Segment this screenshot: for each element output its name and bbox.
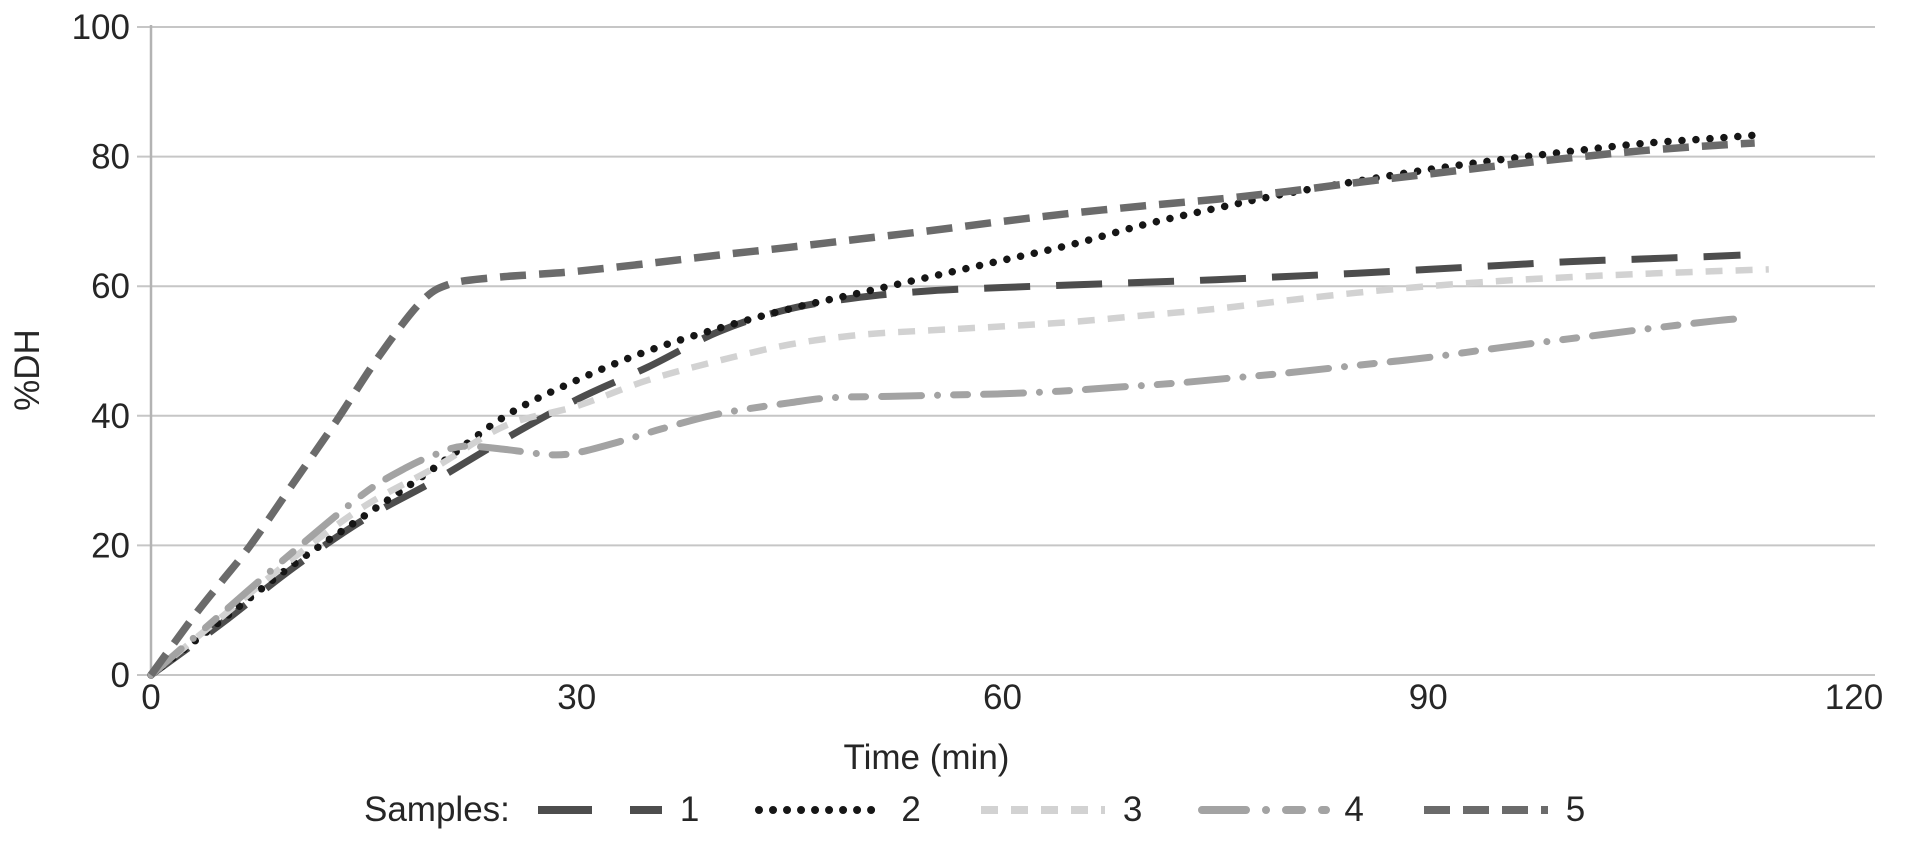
chart-legend: Samples: 1 2 3 4 5	[364, 790, 1641, 830]
legend-series-label: 4	[1344, 790, 1364, 829]
legend-series-label: 2	[901, 790, 921, 829]
series-line-4	[147, 315, 1744, 679]
y-tick-label-40: 40	[91, 397, 130, 436]
legend-swatch-long-dash	[537, 806, 662, 814]
legend-item-5: 5	[1420, 790, 1585, 830]
series-line-1	[148, 251, 1741, 678]
y-tick-label-60: 60	[91, 267, 130, 306]
y-tick-label-20: 20	[91, 526, 130, 565]
x-tick-label-30: 30	[557, 678, 596, 717]
legend-swatch-dash-dot-dash	[1198, 806, 1331, 814]
x-axis-title: Time (min)	[843, 738, 1010, 777]
series-line-3	[148, 266, 1769, 678]
legend-series-label: 5	[1565, 790, 1586, 829]
legend-item-3: 3	[977, 790, 1142, 830]
x-tick-label-90: 90	[1409, 678, 1448, 717]
x-tick-label-0: 0	[141, 678, 160, 717]
legend-title: Samples:	[364, 790, 510, 829]
series-line-2	[147, 131, 1759, 679]
legend-swatch-short-dash	[980, 806, 1105, 814]
y-tick-label-80: 80	[91, 138, 130, 177]
legend-item-1: 1	[534, 790, 699, 830]
legend-swatch-medium-dash	[1423, 806, 1548, 814]
legend-swatch-dotted	[755, 806, 888, 814]
y-axis-title: %DH	[8, 329, 47, 411]
series-line-5	[147, 139, 1755, 678]
legend-series-label: 1	[679, 790, 700, 829]
legend-series-label: 3	[1122, 790, 1143, 829]
x-tick-label-60: 60	[983, 678, 1022, 717]
y-tick-label-100: 100	[72, 8, 130, 47]
y-tick-label-0: 0	[111, 656, 130, 695]
x-tick-label-120: 120	[1825, 678, 1883, 717]
legend-item-2: 2	[755, 790, 921, 830]
legend-item-4: 4	[1198, 790, 1364, 830]
